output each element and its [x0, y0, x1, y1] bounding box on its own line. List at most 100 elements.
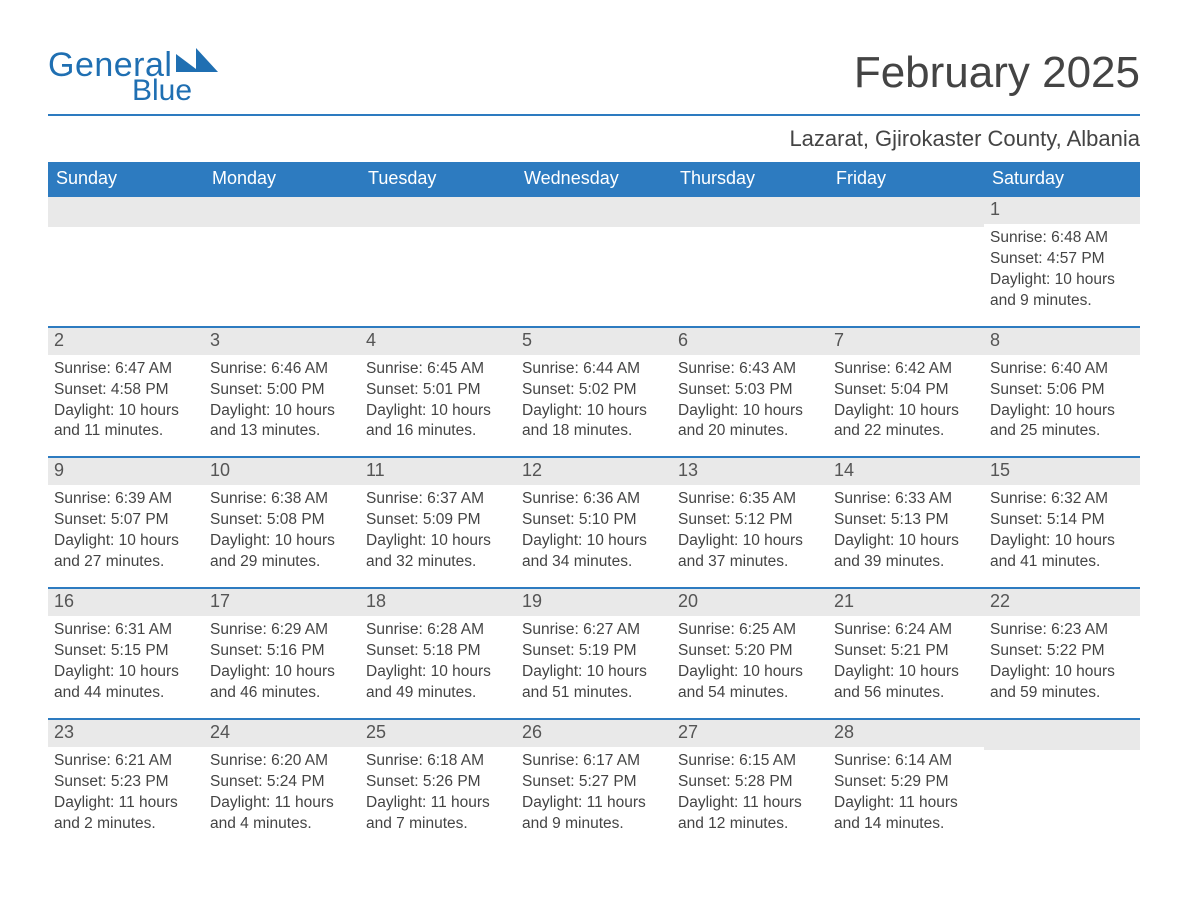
day-details: Sunrise: 6:20 AMSunset: 5:24 PMDaylight:…	[204, 747, 360, 835]
day-number: 27	[672, 720, 828, 747]
day-number: 23	[48, 720, 204, 747]
day-details: Sunrise: 6:28 AMSunset: 5:18 PMDaylight:…	[360, 616, 516, 704]
sunrise-line: Sunrise: 6:29 AM	[210, 620, 354, 641]
sunset-line: Sunset: 5:26 PM	[366, 772, 510, 793]
week-row: 23Sunrise: 6:21 AMSunset: 5:23 PMDayligh…	[48, 718, 1140, 849]
day-cell-empty	[672, 197, 828, 326]
sunrise-line: Sunrise: 6:40 AM	[990, 359, 1134, 380]
day-details: Sunrise: 6:21 AMSunset: 5:23 PMDaylight:…	[48, 747, 204, 835]
day-cell: 27Sunrise: 6:15 AMSunset: 5:28 PMDayligh…	[672, 720, 828, 849]
day-cell-empty	[204, 197, 360, 326]
week-row: 1Sunrise: 6:48 AMSunset: 4:57 PMDaylight…	[48, 197, 1140, 326]
day-details: Sunrise: 6:39 AMSunset: 5:07 PMDaylight:…	[48, 485, 204, 573]
day-details: Sunrise: 6:33 AMSunset: 5:13 PMDaylight:…	[828, 485, 984, 573]
sunset-line: Sunset: 4:57 PM	[990, 249, 1134, 270]
day-number: 22	[984, 589, 1140, 616]
day-cell: 26Sunrise: 6:17 AMSunset: 5:27 PMDayligh…	[516, 720, 672, 849]
day-details: Sunrise: 6:40 AMSunset: 5:06 PMDaylight:…	[984, 355, 1140, 443]
daylight-line: Daylight: 10 hours and 20 minutes.	[678, 401, 822, 443]
day-details: Sunrise: 6:27 AMSunset: 5:19 PMDaylight:…	[516, 616, 672, 704]
page-title: February 2025	[854, 48, 1140, 98]
day-number: 18	[360, 589, 516, 616]
day-cell: 17Sunrise: 6:29 AMSunset: 5:16 PMDayligh…	[204, 589, 360, 718]
day-number: 5	[516, 328, 672, 355]
daylight-line: Daylight: 10 hours and 54 minutes.	[678, 662, 822, 704]
weekday-header: Friday	[828, 162, 984, 197]
sunrise-line: Sunrise: 6:20 AM	[210, 751, 354, 772]
location-subtitle: Lazarat, Gjirokaster County, Albania	[48, 114, 1140, 152]
day-cell: 15Sunrise: 6:32 AMSunset: 5:14 PMDayligh…	[984, 458, 1140, 587]
sunset-line: Sunset: 5:00 PM	[210, 380, 354, 401]
calendar-grid: SundayMondayTuesdayWednesdayThursdayFrid…	[48, 162, 1140, 848]
day-cell: 14Sunrise: 6:33 AMSunset: 5:13 PMDayligh…	[828, 458, 984, 587]
sunrise-line: Sunrise: 6:47 AM	[54, 359, 198, 380]
logo-text-blue: Blue	[132, 76, 218, 106]
daylight-line: Daylight: 10 hours and 39 minutes.	[834, 531, 978, 573]
sunrise-line: Sunrise: 6:23 AM	[990, 620, 1134, 641]
day-cell: 1Sunrise: 6:48 AMSunset: 4:57 PMDaylight…	[984, 197, 1140, 326]
day-details: Sunrise: 6:14 AMSunset: 5:29 PMDaylight:…	[828, 747, 984, 835]
daylight-line: Daylight: 10 hours and 16 minutes.	[366, 401, 510, 443]
sunset-line: Sunset: 5:16 PM	[210, 641, 354, 662]
sunrise-line: Sunrise: 6:37 AM	[366, 489, 510, 510]
day-details: Sunrise: 6:32 AMSunset: 5:14 PMDaylight:…	[984, 485, 1140, 573]
day-number: 13	[672, 458, 828, 485]
sunset-line: Sunset: 5:02 PM	[522, 380, 666, 401]
sunset-line: Sunset: 5:01 PM	[366, 380, 510, 401]
day-number: 7	[828, 328, 984, 355]
day-number: 15	[984, 458, 1140, 485]
daylight-line: Daylight: 11 hours and 14 minutes.	[834, 793, 978, 835]
day-cell: 9Sunrise: 6:39 AMSunset: 5:07 PMDaylight…	[48, 458, 204, 587]
day-number	[672, 197, 828, 227]
daylight-line: Daylight: 10 hours and 51 minutes.	[522, 662, 666, 704]
day-cell-empty	[828, 197, 984, 326]
day-details: Sunrise: 6:15 AMSunset: 5:28 PMDaylight:…	[672, 747, 828, 835]
sunrise-line: Sunrise: 6:21 AM	[54, 751, 198, 772]
day-details: Sunrise: 6:17 AMSunset: 5:27 PMDaylight:…	[516, 747, 672, 835]
weekday-header: Thursday	[672, 162, 828, 197]
day-cell: 12Sunrise: 6:36 AMSunset: 5:10 PMDayligh…	[516, 458, 672, 587]
day-number: 10	[204, 458, 360, 485]
day-cell: 6Sunrise: 6:43 AMSunset: 5:03 PMDaylight…	[672, 328, 828, 457]
sunset-line: Sunset: 5:03 PM	[678, 380, 822, 401]
day-cell: 11Sunrise: 6:37 AMSunset: 5:09 PMDayligh…	[360, 458, 516, 587]
daylight-line: Daylight: 10 hours and 22 minutes.	[834, 401, 978, 443]
calendar-page: General Blue February 2025 Lazarat, Gjir…	[0, 0, 1188, 888]
day-number: 6	[672, 328, 828, 355]
sunrise-line: Sunrise: 6:38 AM	[210, 489, 354, 510]
sunset-line: Sunset: 4:58 PM	[54, 380, 198, 401]
daylight-line: Daylight: 10 hours and 59 minutes.	[990, 662, 1134, 704]
daylight-line: Daylight: 10 hours and 25 minutes.	[990, 401, 1134, 443]
sunset-line: Sunset: 5:04 PM	[834, 380, 978, 401]
day-number: 24	[204, 720, 360, 747]
sunset-line: Sunset: 5:28 PM	[678, 772, 822, 793]
sunset-line: Sunset: 5:21 PM	[834, 641, 978, 662]
week-row: 16Sunrise: 6:31 AMSunset: 5:15 PMDayligh…	[48, 587, 1140, 718]
weeks-container: 1Sunrise: 6:48 AMSunset: 4:57 PMDaylight…	[48, 197, 1140, 848]
weekday-header-row: SundayMondayTuesdayWednesdayThursdayFrid…	[48, 162, 1140, 197]
daylight-line: Daylight: 11 hours and 4 minutes.	[210, 793, 354, 835]
day-details: Sunrise: 6:36 AMSunset: 5:10 PMDaylight:…	[516, 485, 672, 573]
day-details: Sunrise: 6:46 AMSunset: 5:00 PMDaylight:…	[204, 355, 360, 443]
day-number	[204, 197, 360, 227]
day-cell: 16Sunrise: 6:31 AMSunset: 5:15 PMDayligh…	[48, 589, 204, 718]
day-number	[360, 197, 516, 227]
day-number: 12	[516, 458, 672, 485]
day-cell-empty	[984, 720, 1140, 849]
day-details: Sunrise: 6:37 AMSunset: 5:09 PMDaylight:…	[360, 485, 516, 573]
day-number: 3	[204, 328, 360, 355]
sunrise-line: Sunrise: 6:46 AM	[210, 359, 354, 380]
sunset-line: Sunset: 5:10 PM	[522, 510, 666, 531]
top-bar: General Blue February 2025	[48, 48, 1140, 106]
sunrise-line: Sunrise: 6:48 AM	[990, 228, 1134, 249]
sunrise-line: Sunrise: 6:15 AM	[678, 751, 822, 772]
sunset-line: Sunset: 5:06 PM	[990, 380, 1134, 401]
day-details: Sunrise: 6:29 AMSunset: 5:16 PMDaylight:…	[204, 616, 360, 704]
daylight-line: Daylight: 10 hours and 11 minutes.	[54, 401, 198, 443]
week-row: 9Sunrise: 6:39 AMSunset: 5:07 PMDaylight…	[48, 456, 1140, 587]
day-details: Sunrise: 6:44 AMSunset: 5:02 PMDaylight:…	[516, 355, 672, 443]
day-cell: 2Sunrise: 6:47 AMSunset: 4:58 PMDaylight…	[48, 328, 204, 457]
daylight-line: Daylight: 10 hours and 13 minutes.	[210, 401, 354, 443]
day-cell: 5Sunrise: 6:44 AMSunset: 5:02 PMDaylight…	[516, 328, 672, 457]
day-number: 11	[360, 458, 516, 485]
